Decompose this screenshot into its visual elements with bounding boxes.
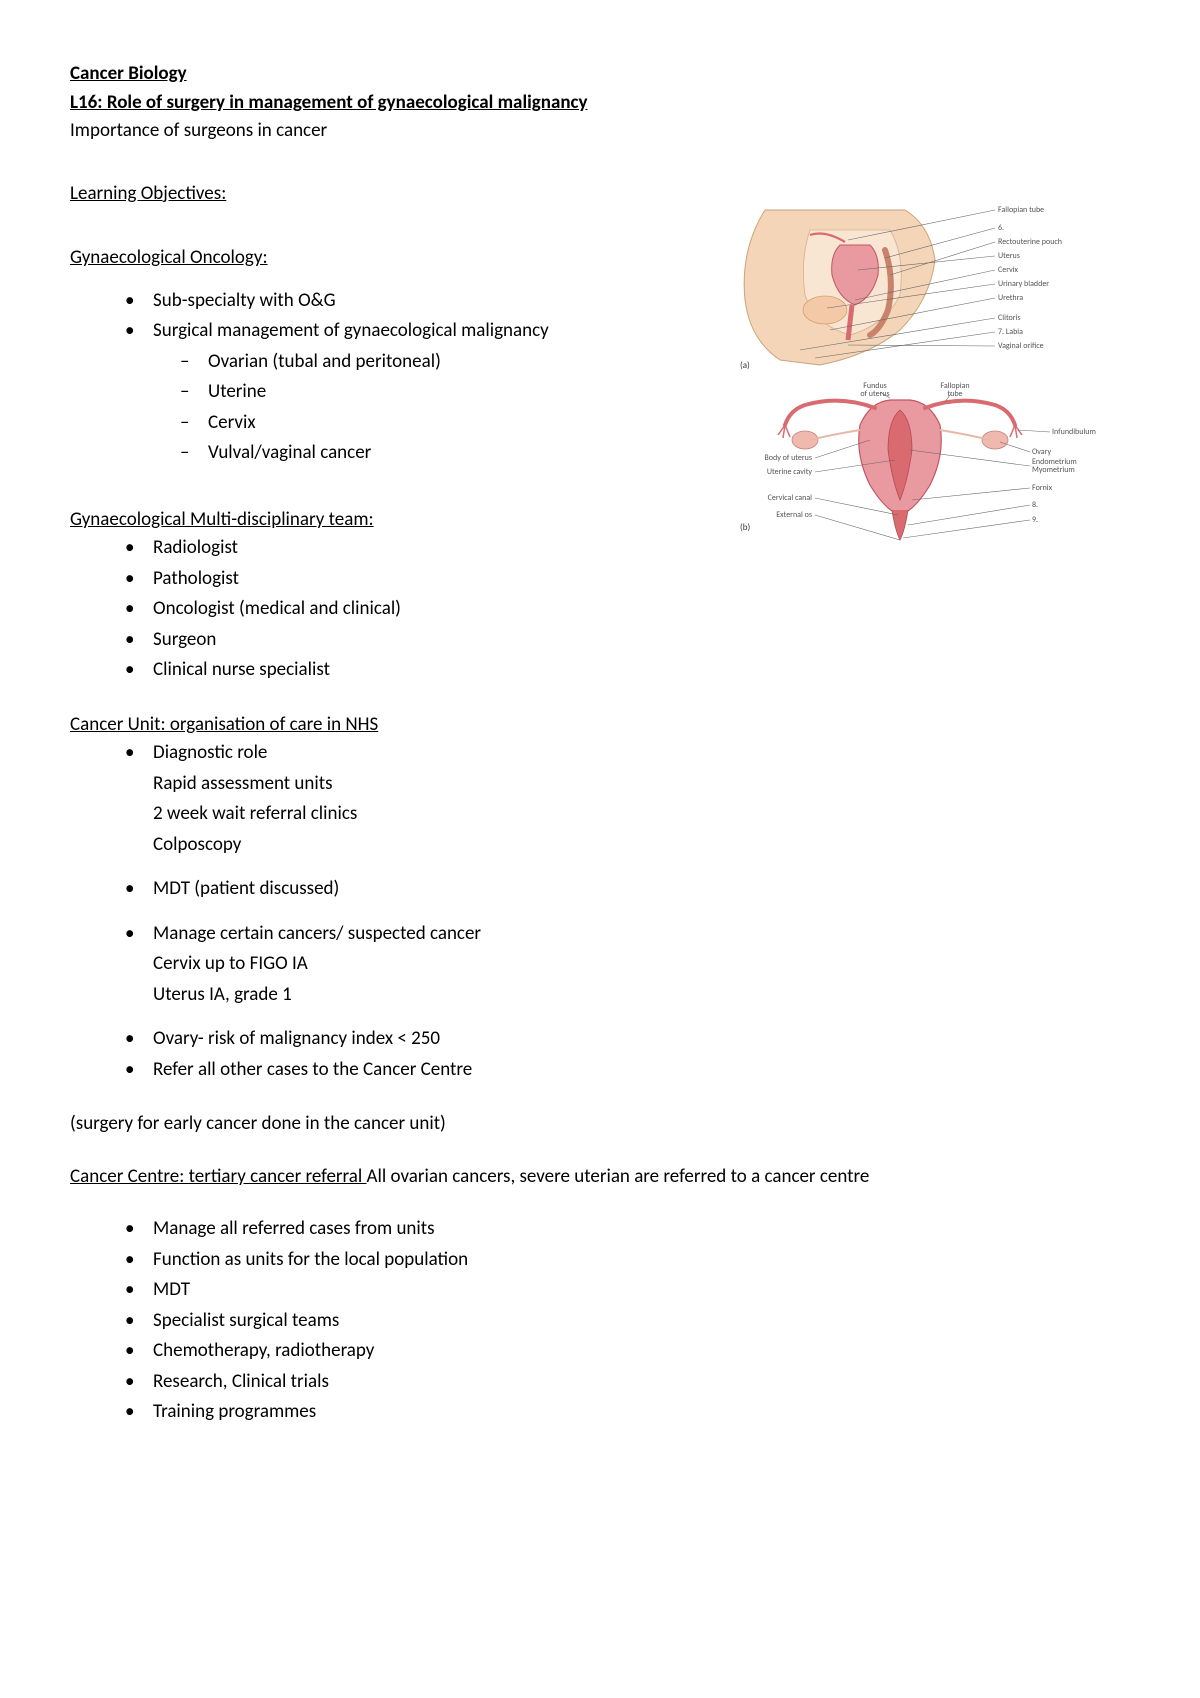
list-item: MDT bbox=[125, 1276, 1130, 1305]
label: Cervical canal bbox=[768, 493, 813, 503]
cancer-unit-list3: Manage certain cancers/ suspected cancer bbox=[70, 920, 1130, 949]
anatomy-diagram: Fallopian tube 6. Rectouterine pouch Ute… bbox=[730, 200, 1130, 560]
title-line-2: L16: Role of surgery in management of gy… bbox=[70, 89, 1130, 118]
label: 8. bbox=[1032, 500, 1038, 510]
sub-text: 2 week wait referral clinics bbox=[70, 800, 1130, 829]
cancer-unit-list2: MDT (patient discussed) bbox=[70, 875, 1130, 904]
label: Vaginal orifice bbox=[998, 341, 1044, 351]
marker-a: (a) bbox=[740, 360, 750, 371]
sub-text: Uterus IA, grade 1 bbox=[70, 981, 1130, 1010]
label: Uterus bbox=[998, 251, 1020, 261]
label: Urethra bbox=[998, 293, 1023, 303]
list-item: Ovary- risk of malignancy index < 250 bbox=[125, 1025, 1130, 1054]
marker-b: (b) bbox=[740, 522, 750, 533]
title-line-1: Cancer Biology bbox=[70, 60, 1130, 89]
label: 6. bbox=[998, 223, 1004, 233]
list-item: Refer all other cases to the Cancer Cent… bbox=[125, 1056, 1130, 1085]
label: Body of uterus bbox=[764, 453, 812, 463]
label: 9. bbox=[1032, 515, 1038, 525]
sub-text: Rapid assessment units bbox=[70, 770, 1130, 799]
label: Infundibulum bbox=[1052, 427, 1096, 437]
list-item: Surgeon bbox=[125, 626, 1130, 655]
label: External os bbox=[776, 510, 812, 520]
list-item: Chemotherapy, radiotherapy bbox=[125, 1337, 1130, 1366]
label: Ovary bbox=[1032, 447, 1051, 457]
document-header: Cancer Biology L16: Role of surgery in m… bbox=[70, 60, 1130, 146]
label: 7. Labia bbox=[998, 327, 1023, 337]
list-item: Diagnostic role bbox=[125, 739, 1130, 768]
label: Uterine cavity bbox=[767, 467, 812, 477]
label: Urinary bladder bbox=[998, 279, 1049, 289]
label: Cervix bbox=[998, 265, 1019, 275]
cancer-unit-list4: Ovary- risk of malignancy index < 250 Re… bbox=[70, 1025, 1130, 1084]
list-item: Manage all referred cases from units bbox=[125, 1215, 1130, 1244]
list-item: Pathologist bbox=[125, 565, 1130, 594]
label: Rectouterine pouch bbox=[998, 237, 1062, 247]
list-item: Research, Clinical trials bbox=[125, 1368, 1130, 1397]
cancer-centre-list: Manage all referred cases from units Fun… bbox=[70, 1215, 1130, 1427]
cancer-unit-note: (surgery for early cancer done in the ca… bbox=[70, 1110, 1130, 1139]
list-item: Function as units for the local populati… bbox=[125, 1246, 1130, 1275]
list-item: Specialist surgical teams bbox=[125, 1307, 1130, 1336]
label: EndometriumMyometrium bbox=[1032, 457, 1077, 475]
subtitle: Importance of surgeons in cancer bbox=[70, 117, 1130, 146]
cancer-unit-heading: Cancer Unit: organisation of care in NHS bbox=[70, 711, 1130, 740]
label: Fornix bbox=[1032, 483, 1053, 493]
label: Clitoris bbox=[998, 313, 1021, 323]
list-item: Training programmes bbox=[125, 1398, 1130, 1427]
list-item: Oncologist (medical and clinical) bbox=[125, 595, 1130, 624]
label: Fallopian tube bbox=[998, 205, 1044, 215]
label: Fallopiantube bbox=[940, 381, 969, 399]
anatomy-svg: Fallopian tube 6. Rectouterine pouch Ute… bbox=[730, 200, 1130, 560]
list-item: Manage certain cancers/ suspected cancer bbox=[125, 920, 1130, 949]
anterior-section: Fundusof uterus Fallopiantube Body of ut… bbox=[740, 381, 1096, 540]
label: Fundusof uterus bbox=[860, 381, 889, 399]
list-item: MDT (patient discussed) bbox=[125, 875, 1130, 904]
sub-text: Cervix up to FIGO IA bbox=[70, 950, 1130, 979]
sub-text: Colposcopy bbox=[70, 831, 1130, 860]
cancer-centre-heading: Cancer Centre: tertiary cancer referral bbox=[70, 1165, 367, 1188]
cancer-unit-list: Diagnostic role bbox=[70, 739, 1130, 768]
sagittal-section: Fallopian tube 6. Rectouterine pouch Ute… bbox=[740, 205, 1062, 371]
list-item: Clinical nurse specialist bbox=[125, 656, 1130, 685]
cancer-centre-heading-line: Cancer Centre: tertiary cancer referral … bbox=[70, 1163, 1130, 1192]
cancer-centre-heading-continue: All ovarian cancers, severe uterian are … bbox=[367, 1165, 870, 1188]
